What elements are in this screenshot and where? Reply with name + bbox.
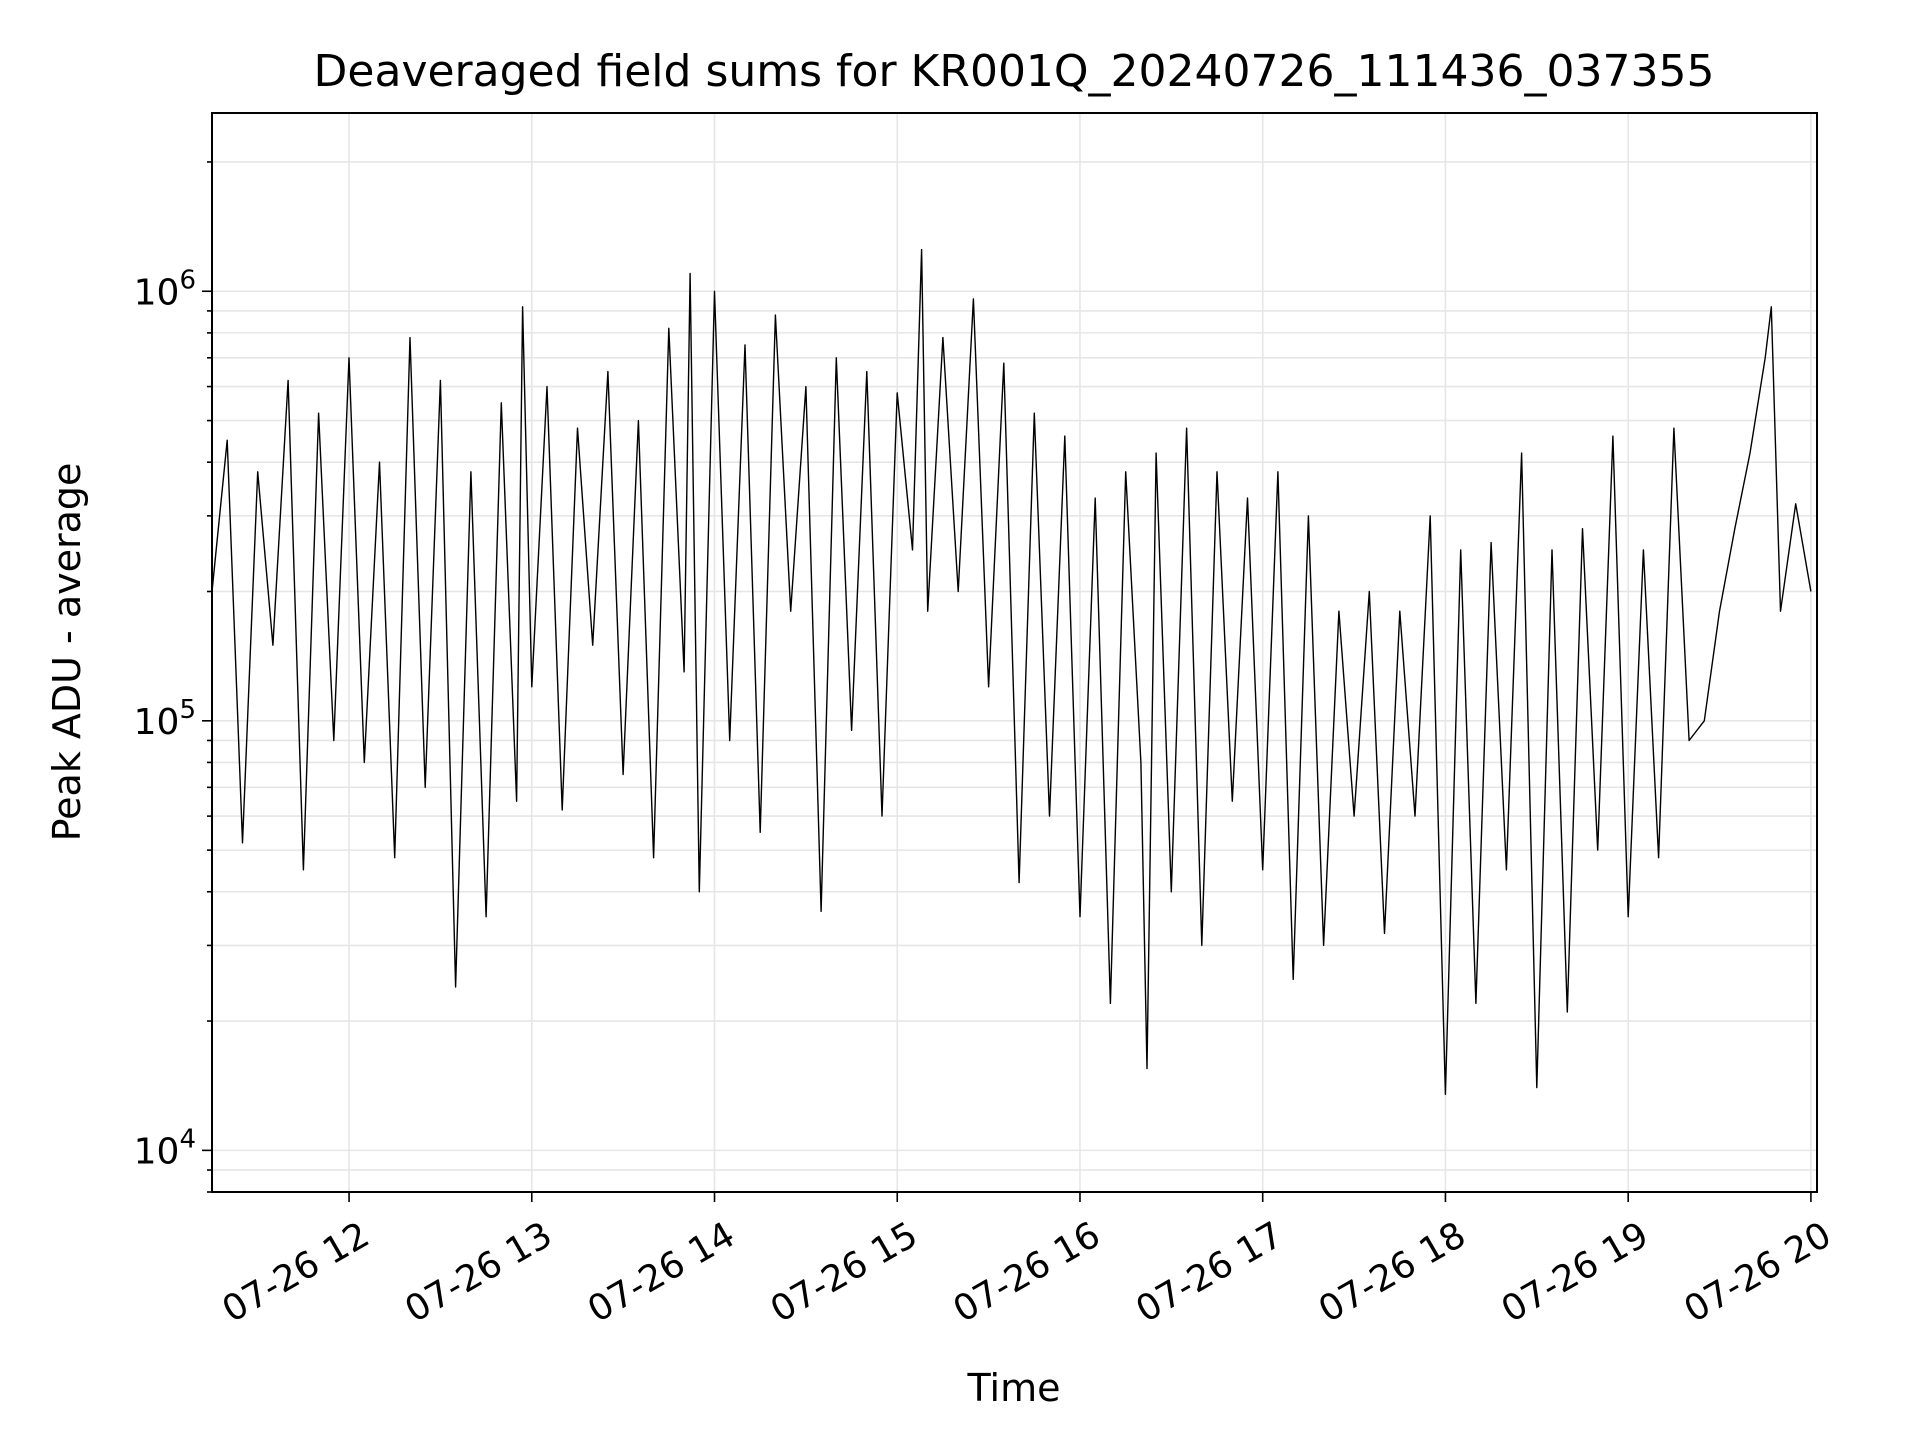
data-series xyxy=(211,248,1812,1096)
data-line xyxy=(211,248,1812,1096)
y-axis-label: Peak ADU - average xyxy=(45,463,89,842)
plot-frame xyxy=(211,112,1818,1193)
y-axis: 104 105 106 xyxy=(134,161,212,1193)
y-tick-label: 105 xyxy=(134,695,196,743)
x-axis-label: Time xyxy=(967,1366,1061,1410)
y-tick-label: 106 xyxy=(134,265,196,313)
chart-title: Deaveraged field sums for KR001Q_2024072… xyxy=(314,46,1715,97)
y-tick-label: 104 xyxy=(134,1124,196,1172)
